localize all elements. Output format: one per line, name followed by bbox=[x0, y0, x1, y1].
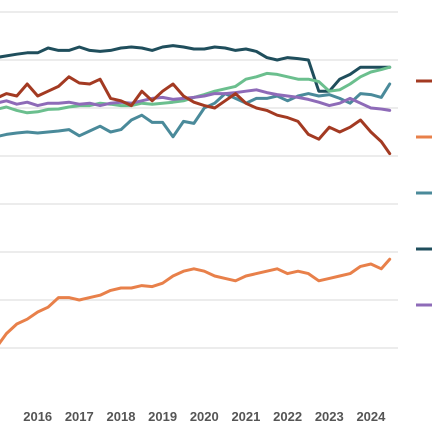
x-axis-ticks: 2016 2017 2018 2019 2020 2021 2022 2023 2024 bbox=[23, 409, 386, 424]
series-line-6 bbox=[0, 257, 392, 346]
series-line-3 bbox=[0, 82, 392, 139]
x-tick-label: 2020 bbox=[190, 409, 219, 424]
x-tick-label: 2019 bbox=[148, 409, 177, 424]
x-tick-label: 2022 bbox=[273, 409, 302, 424]
legend bbox=[416, 79, 432, 307]
x-tick-label: 2016 bbox=[23, 409, 52, 424]
series-line-5 bbox=[0, 75, 392, 156]
series-lines bbox=[0, 44, 392, 346]
x-tick-label: 2024 bbox=[356, 409, 386, 424]
series-line-4 bbox=[0, 88, 392, 112]
x-tick-label: 2017 bbox=[65, 409, 94, 424]
x-tick-label: 2021 bbox=[231, 409, 260, 424]
series-line-1 bbox=[0, 44, 392, 93]
x-tick-label: 2023 bbox=[315, 409, 344, 424]
x-tick-label: 2018 bbox=[107, 409, 136, 424]
